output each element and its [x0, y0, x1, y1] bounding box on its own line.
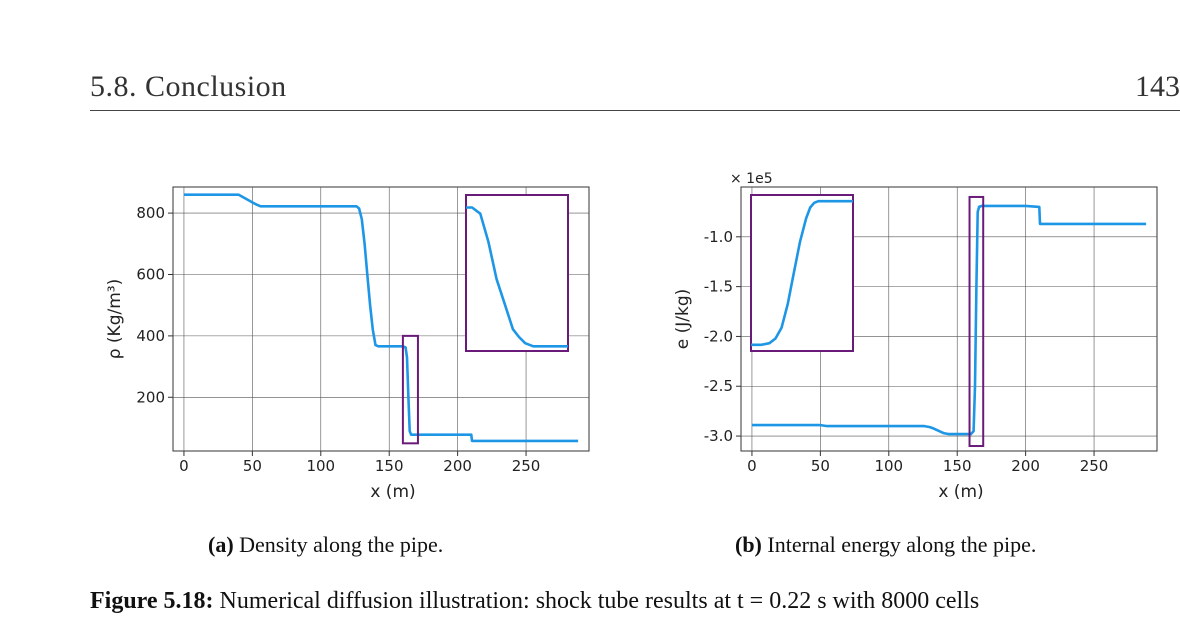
energy-inset-line	[751, 199, 853, 347]
density-xtick-label: 100	[306, 457, 335, 475]
energy-offset-label: × 1e5	[730, 171, 773, 187]
density-xtick-label: 150	[375, 457, 404, 475]
energy-plot: 0 50 100 150 200 250 -1.0 -1.5 -2.0 -2.5 -3.0 x (m)…	[673, 171, 1158, 502]
energy-zoom-box	[968, 195, 985, 448]
subcaption-a: (a) Density along the pipe.	[208, 532, 443, 558]
energy-ytick-label: -1.5	[704, 278, 733, 296]
density-xtick-label: 50	[243, 457, 262, 475]
subcaption-b: (b) Internal energy along the pipe.	[735, 532, 1036, 558]
energy-ytick-label: -2.5	[704, 377, 733, 395]
subcaption-a-text: Density along the pipe.	[233, 532, 444, 557]
subcaption-b-text: Internal energy along the pipe.	[761, 532, 1037, 557]
figure-caption: Figure 5.18: Numerical diffusion illustr…	[90, 588, 1180, 615]
density-ylabel: ρ (Kg/m³)	[105, 279, 125, 360]
page-header: 5.8. Conclusion 143	[90, 70, 1180, 111]
energy-xtick-label: 200	[1011, 457, 1040, 475]
energy-inset-frame	[750, 194, 854, 352]
page-number: 143	[1135, 70, 1180, 103]
density-zoom-box	[401, 334, 419, 445]
density-plot: 0 50 100 150 200 250 200 400 600 800 x (m) ρ (Kg/m³…	[105, 186, 590, 502]
density-xtick-label: 250	[512, 457, 541, 475]
energy-xtick-label: 150	[943, 457, 972, 475]
section-title: 5.8. Conclusion	[90, 70, 287, 103]
energy-xtick-label: 50	[811, 457, 830, 475]
density-ytick-label: 400	[136, 327, 165, 345]
energy-xtick-label: 250	[1080, 457, 1109, 475]
density-inset-line	[466, 206, 568, 348]
density-series-line	[183, 193, 579, 443]
figure-caption-text: Numerical diffusion illustration: shock …	[213, 588, 980, 614]
subcaption-b-label: (b)	[735, 532, 762, 557]
density-xtick-label: 0	[179, 457, 189, 475]
energy-series-line	[751, 204, 1147, 436]
energy-xtick-label: 100	[874, 457, 903, 475]
energy-xlabel: x (m)	[938, 482, 983, 502]
energy-ytick-label: -2.0	[704, 327, 733, 345]
energy-ytick-label: -1.0	[704, 228, 733, 246]
density-xtick-label: 200	[443, 457, 472, 475]
energy-xtick-label: 0	[747, 457, 757, 475]
density-ytick-label: 200	[136, 388, 165, 406]
density-ytick-label: 800	[136, 204, 165, 222]
subcaption-a-label: (a)	[208, 532, 234, 557]
figure-caption-label: Figure 5.18:	[90, 588, 214, 614]
energy-ylabel: e (J/kg)	[673, 289, 693, 350]
density-xlabel: x (m)	[370, 482, 415, 502]
density-ytick-label: 600	[136, 265, 165, 283]
energy-ytick-label: -3.0	[704, 427, 733, 445]
